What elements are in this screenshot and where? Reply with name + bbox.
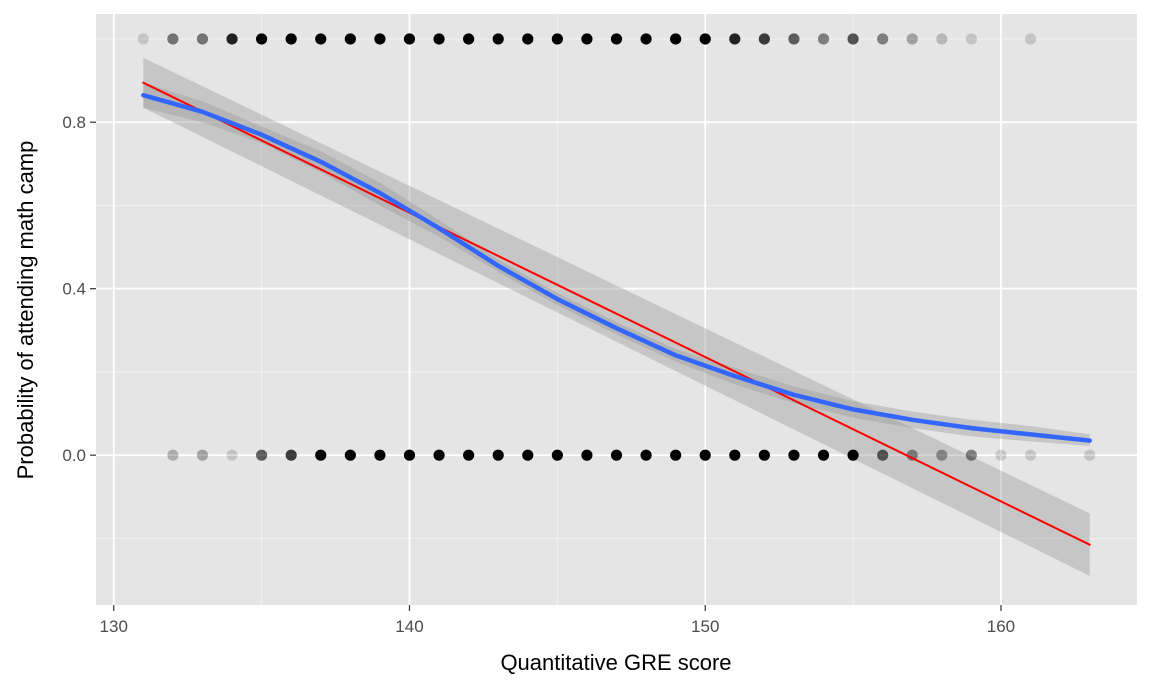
point-not-attended [403, 449, 416, 461]
point-not-attended [551, 449, 563, 461]
point-attended [492, 33, 504, 45]
point-not-attended [877, 449, 889, 461]
point-attended [847, 33, 859, 45]
point-not-attended [1084, 449, 1096, 461]
point-attended [758, 33, 770, 45]
point-attended [817, 33, 830, 45]
point-attended [877, 33, 889, 45]
point-not-attended [906, 449, 918, 461]
point-attended [196, 33, 209, 45]
linear-fit-line [142, 81, 1091, 546]
y-axis-ticks: 0.0 0.4 0.8 [62, 113, 96, 465]
point-attended [699, 33, 711, 45]
point-not-attended [610, 449, 623, 461]
point-not-attended [758, 449, 770, 461]
point-not-attended [463, 449, 475, 461]
logistic-fit-line [141, 92, 1092, 443]
point-not-attended [936, 449, 948, 461]
y-tick-label: 0.4 [62, 280, 86, 299]
point-not-attended [256, 449, 268, 461]
data-points [137, 33, 1096, 461]
confidence-ribbon [143, 82, 1090, 446]
point-attended [640, 33, 652, 45]
point-attended [788, 33, 800, 45]
point-not-attended [965, 449, 977, 461]
point-not-attended [1024, 449, 1037, 461]
plot-panel [96, 14, 1137, 605]
y-tick-label: 0.8 [62, 113, 86, 132]
point-not-attended [581, 449, 593, 461]
x-tick-label: 140 [395, 617, 423, 636]
point-not-attended [522, 449, 534, 461]
grid-major [96, 14, 1137, 605]
point-attended [403, 33, 416, 45]
point-attended [137, 33, 149, 45]
point-attended [729, 33, 741, 45]
point-not-attended [699, 449, 711, 461]
point-not-attended [196, 449, 209, 461]
confidence-ribbon [143, 57, 1090, 576]
point-not-attended [315, 449, 327, 461]
point-attended [463, 33, 475, 45]
y-axis-title: Probability of attending math camp [13, 141, 38, 480]
point-not-attended [817, 449, 830, 461]
x-tick-label: 130 [100, 617, 128, 636]
confidence-ribbons [143, 57, 1090, 576]
point-not-attended [492, 449, 504, 461]
point-not-attended [788, 449, 800, 461]
x-tick-label: 150 [691, 617, 719, 636]
point-attended [670, 33, 682, 45]
point-not-attended [226, 449, 238, 461]
point-attended [965, 33, 977, 45]
grid-minor [96, 14, 1137, 605]
x-tick-label: 160 [987, 617, 1015, 636]
point-not-attended [995, 449, 1007, 461]
point-attended [551, 33, 563, 45]
point-not-attended [344, 449, 356, 461]
point-attended [315, 33, 327, 45]
point-attended [285, 33, 297, 45]
point-attended [1024, 33, 1037, 45]
point-attended [906, 33, 918, 45]
y-tick-label: 0.0 [62, 446, 86, 465]
point-not-attended [847, 449, 859, 461]
x-axis-title: Quantitative GRE score [500, 650, 731, 675]
point-not-attended [729, 449, 741, 461]
point-not-attended [167, 449, 179, 461]
point-not-attended [640, 449, 652, 461]
point-attended [374, 33, 386, 45]
point-attended [936, 33, 948, 45]
point-not-attended [670, 449, 682, 461]
x-axis-ticks: 130 140 150 160 [100, 605, 1015, 636]
point-not-attended [374, 449, 386, 461]
point-attended [522, 33, 534, 45]
point-not-attended [285, 449, 297, 461]
point-attended [344, 33, 356, 45]
point-attended [610, 33, 623, 45]
point-not-attended [433, 449, 445, 461]
point-attended [581, 33, 593, 45]
point-attended [226, 33, 238, 45]
point-attended [167, 33, 179, 45]
point-attended [256, 33, 268, 45]
fit-lines [141, 81, 1092, 546]
point-attended [433, 33, 445, 45]
